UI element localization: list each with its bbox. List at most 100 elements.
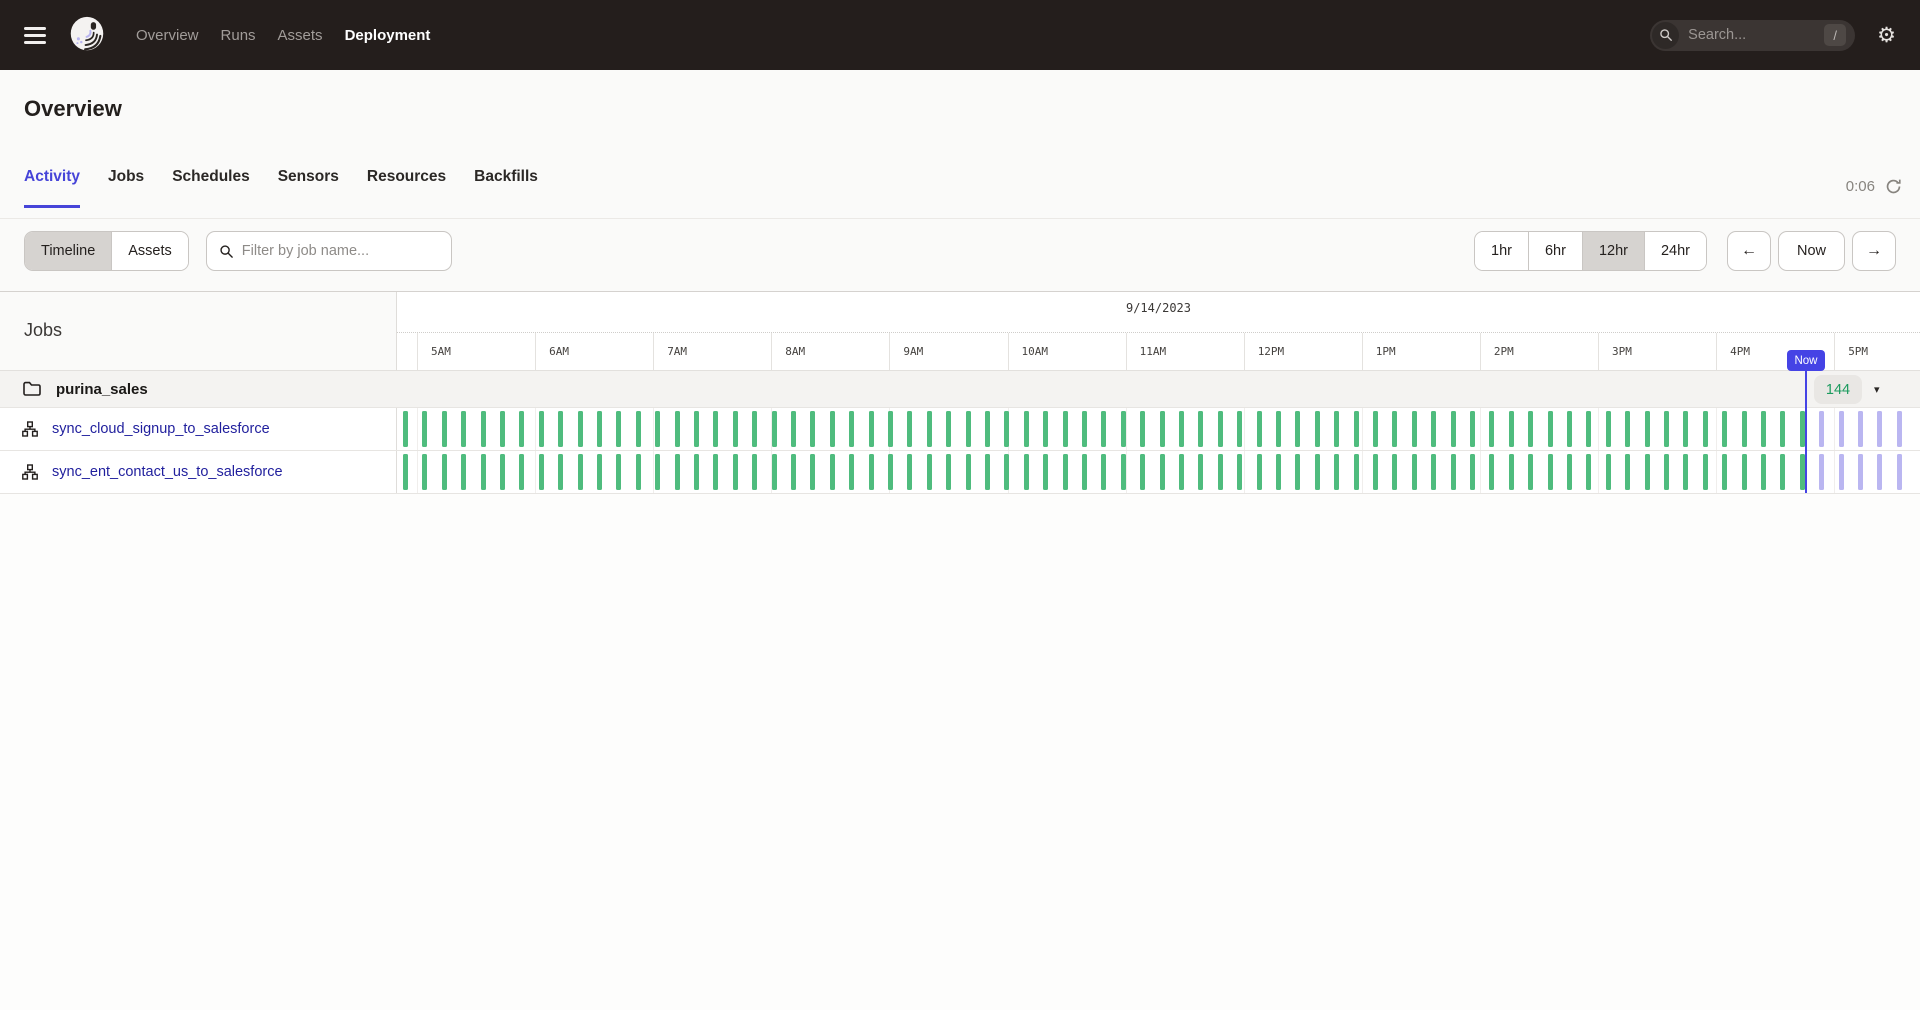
- run-tick[interactable]: [849, 411, 855, 447]
- expand-caret-icon[interactable]: ▾: [1874, 383, 1880, 396]
- run-tick[interactable]: [480, 454, 486, 490]
- run-tick[interactable]: [1819, 454, 1825, 490]
- prev-window-button[interactable]: ←: [1727, 231, 1771, 271]
- run-tick[interactable]: [1799, 454, 1805, 490]
- run-tick[interactable]: [538, 411, 544, 447]
- run-tick[interactable]: [577, 411, 583, 447]
- run-tick[interactable]: [1450, 411, 1456, 447]
- run-tick[interactable]: [1411, 411, 1417, 447]
- run-tick[interactable]: [1664, 411, 1669, 447]
- run-tick[interactable]: [1023, 454, 1029, 490]
- run-tick[interactable]: [985, 454, 990, 490]
- tab-schedules[interactable]: Schedules: [172, 168, 250, 185]
- run-tick[interactable]: [1605, 454, 1611, 490]
- run-tick[interactable]: [674, 454, 680, 490]
- search-input[interactable]: Search... /: [1650, 19, 1856, 51]
- run-tick[interactable]: [500, 454, 505, 490]
- run-tick[interactable]: [1004, 454, 1010, 490]
- run-tick[interactable]: [1179, 411, 1184, 447]
- run-tick[interactable]: [965, 454, 971, 490]
- run-tick[interactable]: [965, 411, 971, 447]
- job-filter-field[interactable]: [205, 231, 452, 271]
- run-tick[interactable]: [1353, 454, 1359, 490]
- run-tick[interactable]: [1101, 411, 1107, 447]
- run-tick[interactable]: [1159, 411, 1165, 447]
- run-tick[interactable]: [713, 454, 719, 490]
- run-tick[interactable]: [888, 454, 893, 490]
- run-count-badge[interactable]: 144: [1814, 375, 1862, 404]
- run-tick[interactable]: [1217, 454, 1223, 490]
- run-tick[interactable]: [1761, 411, 1766, 447]
- run-tick[interactable]: [1392, 454, 1398, 490]
- run-tick[interactable]: [868, 454, 874, 490]
- run-tick[interactable]: [946, 411, 952, 447]
- run-tick[interactable]: [1528, 411, 1534, 447]
- run-tick[interactable]: [694, 411, 699, 447]
- run-tick[interactable]: [1237, 454, 1243, 490]
- run-tick[interactable]: [1314, 411, 1320, 447]
- run-tick[interactable]: [519, 411, 525, 447]
- run-tick[interactable]: [1780, 454, 1786, 490]
- run-tick[interactable]: [1683, 454, 1689, 490]
- run-tick[interactable]: [1140, 454, 1146, 490]
- run-tick[interactable]: [1237, 411, 1243, 447]
- run-tick[interactable]: [461, 454, 467, 490]
- run-tick[interactable]: [868, 411, 874, 447]
- tab-backfills[interactable]: Backfills: [474, 168, 538, 185]
- run-tick[interactable]: [1023, 411, 1029, 447]
- run-tick[interactable]: [926, 411, 932, 447]
- tab-jobs[interactable]: Jobs: [108, 168, 145, 185]
- run-tick[interactable]: [1373, 411, 1378, 447]
- run-tick[interactable]: [1043, 411, 1049, 447]
- run-tick[interactable]: [1159, 454, 1165, 490]
- run-tick[interactable]: [403, 411, 408, 447]
- run-tick[interactable]: [1877, 454, 1883, 490]
- run-tick[interactable]: [441, 411, 447, 447]
- run-tick[interactable]: [1276, 411, 1281, 447]
- run-tick[interactable]: [946, 454, 952, 490]
- tab-activity[interactable]: Activity: [24, 168, 80, 208]
- run-tick[interactable]: [1373, 454, 1378, 490]
- job-link[interactable]: sync_ent_contact_us_to_salesforce: [52, 464, 283, 480]
- run-tick[interactable]: [635, 411, 641, 447]
- run-tick[interactable]: [1120, 454, 1126, 490]
- run-tick[interactable]: [1722, 454, 1728, 490]
- run-tick[interactable]: [616, 411, 622, 447]
- job-link[interactable]: sync_cloud_signup_to_salesforce: [52, 421, 270, 437]
- run-tick[interactable]: [1217, 411, 1223, 447]
- next-window-button[interactable]: →: [1852, 231, 1896, 271]
- run-tick[interactable]: [655, 411, 661, 447]
- run-tick[interactable]: [1799, 411, 1805, 447]
- run-tick[interactable]: [1644, 454, 1650, 490]
- run-tick[interactable]: [461, 411, 467, 447]
- run-tick[interactable]: [1838, 454, 1844, 490]
- group-row[interactable]: purina_sales 144 ▾: [0, 371, 1920, 408]
- run-tick[interactable]: [558, 411, 564, 447]
- run-tick[interactable]: [1741, 411, 1747, 447]
- run-tick[interactable]: [674, 411, 680, 447]
- run-tick[interactable]: [1702, 454, 1708, 490]
- run-tick[interactable]: [732, 454, 738, 490]
- run-tick[interactable]: [441, 454, 447, 490]
- run-tick[interactable]: [1761, 454, 1766, 490]
- nav-link-runs[interactable]: Runs: [220, 26, 256, 44]
- run-tick[interactable]: [1004, 411, 1010, 447]
- run-tick[interactable]: [1547, 411, 1553, 447]
- run-tick[interactable]: [1528, 454, 1534, 490]
- run-tick[interactable]: [1062, 411, 1068, 447]
- run-tick[interactable]: [1683, 411, 1689, 447]
- run-tick[interactable]: [558, 454, 564, 490]
- run-tick[interactable]: [1605, 411, 1611, 447]
- run-tick[interactable]: [1489, 454, 1495, 490]
- run-tick[interactable]: [1101, 454, 1107, 490]
- range-segment-1hr[interactable]: 1hr: [1475, 232, 1529, 270]
- run-tick[interactable]: [1082, 454, 1087, 490]
- run-tick[interactable]: [1120, 411, 1126, 447]
- view-segment-timeline[interactable]: Timeline: [25, 232, 113, 270]
- run-tick[interactable]: [829, 454, 835, 490]
- run-tick[interactable]: [1334, 454, 1340, 490]
- tab-sensors[interactable]: Sensors: [277, 168, 339, 185]
- run-tick[interactable]: [1256, 454, 1262, 490]
- run-tick[interactable]: [1896, 411, 1902, 447]
- run-tick[interactable]: [1722, 411, 1728, 447]
